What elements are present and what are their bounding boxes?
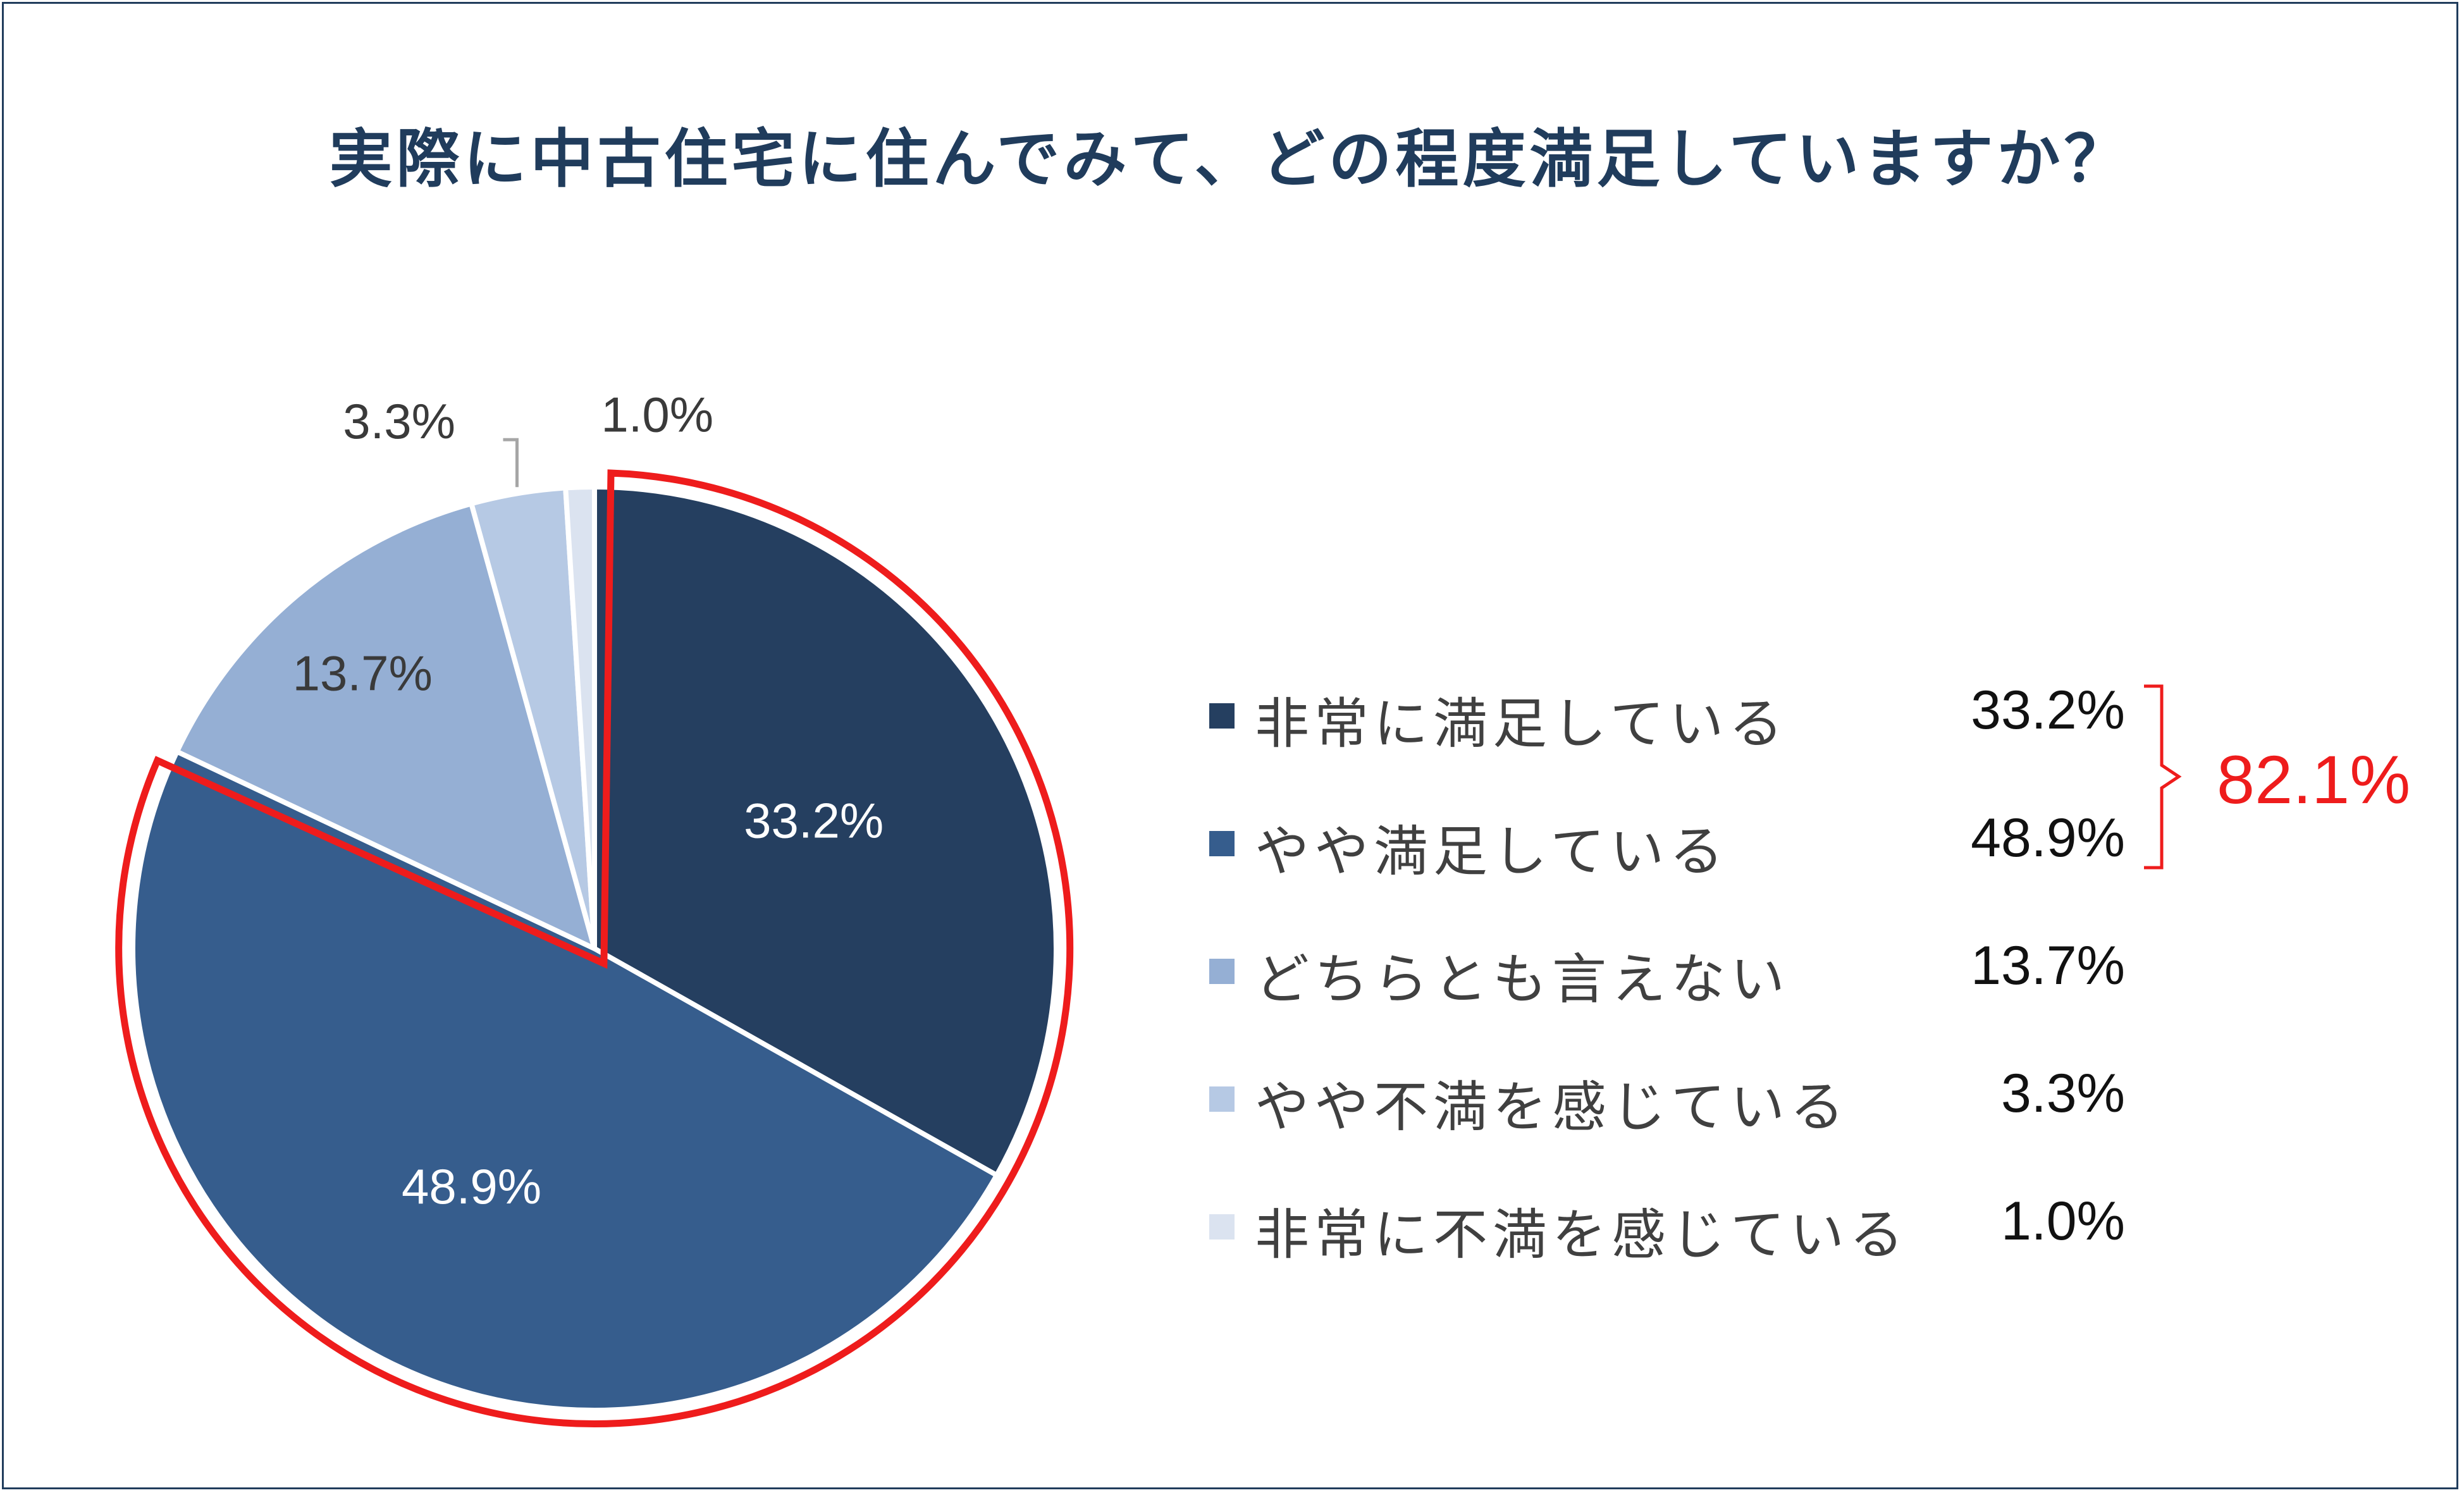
legend-item: どちらとも言えない 13.7% (1202, 926, 2125, 1011)
pie-slice-3 (173, 500, 599, 954)
pie-slice-1 (592, 484, 1059, 1179)
legend-value: 48.9% (1971, 808, 2125, 868)
legend-swatch (1209, 831, 1235, 856)
pie-slice-2 (130, 748, 1001, 1413)
total-label: 82.1% (2217, 741, 2411, 818)
slice-labels: 33.2% 48.9% 13.7% 3.3% 1.0% (293, 386, 884, 1214)
legend-value: 1.0% (2000, 1191, 2125, 1252)
legend-value: 3.3% (2000, 1063, 2125, 1124)
legend-swatch (1209, 703, 1235, 729)
total-bracket (2144, 684, 2182, 870)
slice-label-3: 13.7% (293, 645, 433, 701)
pie-slices (130, 484, 1059, 1413)
legend-item: やや満足している 48.9% (1202, 798, 2125, 883)
leader-line (503, 438, 519, 488)
legend-label: 非常に不満を感じている (1255, 1203, 1909, 1267)
slice-label-2: 48.9% (402, 1159, 541, 1214)
chart-title: 実際に中古住宅に住んでみて、どの程度満足していますか？ (329, 122, 2131, 196)
legend-label: やや満足している (1255, 820, 1729, 883)
slice-label-5: 1.0% (601, 386, 713, 442)
legend-label: やや不満を感じている (1255, 1076, 1849, 1139)
slice-label-1: 33.2% (744, 792, 884, 848)
slice-label-4: 3.3% (343, 393, 455, 449)
legend-label: どちらとも言えない (1255, 948, 1790, 1011)
legend-item: やや不満を感じている 3.3% (1202, 1054, 2125, 1139)
legend-swatch (1209, 959, 1235, 984)
legend-swatch (1209, 1214, 1235, 1240)
legend-swatch (1209, 1086, 1235, 1112)
legend-label: 非常に満足している (1255, 692, 1789, 756)
legend-value: 33.2% (1971, 680, 2125, 741)
highlight-outline (115, 469, 1074, 1428)
legend-item: 非常に不満を感じている 1.0% (1202, 1181, 2125, 1267)
legend-item: 非常に満足している 33.2% (1202, 670, 2125, 756)
legend-value: 13.7% (1971, 935, 2125, 996)
pie-slice-5 (562, 484, 597, 949)
